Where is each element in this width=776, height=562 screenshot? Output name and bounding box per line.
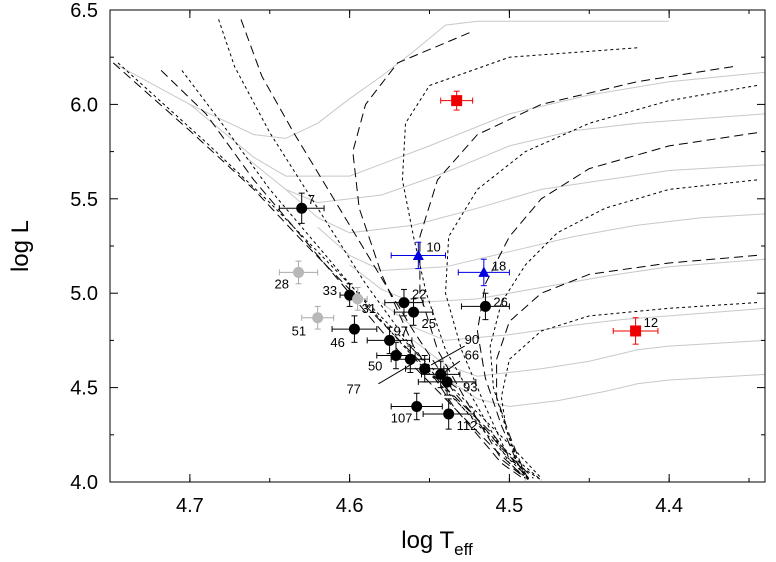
data-point-28: [293, 266, 305, 278]
isochrone-9: [444, 85, 758, 481]
callout-label-90: 90: [465, 332, 479, 347]
callout-line-77: [378, 362, 414, 385]
x-axis-label-sub: eff: [454, 540, 473, 559]
track-0: [112, 20, 670, 139]
data-point: [451, 95, 463, 107]
isochrone-8: [419, 66, 734, 479]
callout-label-77: 77: [346, 381, 360, 396]
point-label-22: 22: [412, 287, 426, 302]
point-label-112: 112: [457, 418, 478, 433]
data-markers: [293, 95, 642, 420]
data-point-112: [443, 408, 455, 420]
point-label-12: 12: [644, 315, 658, 330]
data-point-50: [390, 350, 402, 362]
data-point-26: [479, 300, 491, 312]
data-point: [404, 353, 416, 365]
x-axis-label: log Teff: [401, 527, 473, 559]
isochrone-1: [117, 62, 542, 479]
callout-line-66: [443, 360, 461, 373]
data-point-12: [630, 325, 642, 337]
point-label-10: 10: [426, 239, 440, 254]
isochrone-2: [160, 70, 526, 479]
track-3: [285, 164, 765, 234]
x-tick-label: 4.6: [336, 495, 364, 517]
isochrone-13: [500, 302, 758, 481]
point-label-7: 7: [308, 192, 315, 207]
callout-line-90: [430, 345, 465, 366]
isochrone-7: [401, 47, 638, 481]
point-label-31: 31: [362, 301, 376, 316]
callout-label-93: 93: [463, 379, 477, 394]
data-point-7: [296, 202, 308, 214]
y-tick-label: 5.0: [70, 283, 98, 305]
point-label-51: 51: [292, 324, 306, 339]
y-tick-label: 6.5: [70, 0, 98, 22]
x-tick-label: 4.4: [655, 495, 683, 517]
data-point-10: [412, 249, 424, 260]
isochrones: [112, 19, 758, 481]
data-point: [419, 363, 431, 375]
data-point-31: [352, 293, 364, 305]
point-label-107: 107: [391, 410, 413, 425]
x-axis-label-main: log T: [401, 527, 454, 554]
track-4: [317, 213, 765, 272]
evolutionary-tracks: [112, 20, 765, 408]
point-label-46: 46: [330, 335, 344, 350]
track-2: [245, 113, 765, 204]
data-point-18: [478, 266, 490, 277]
data-point: [441, 376, 453, 388]
point-label-25: 25: [422, 316, 436, 331]
axis-ticks: 4.7 4.6 4.5 4.4 4.0 4.5 5.0 5.5 6.0 6.5: [70, 0, 765, 517]
x-tick-label: 4.7: [176, 495, 204, 517]
track-7: [413, 339, 765, 377]
y-tick-label: 4.5: [70, 378, 98, 400]
y-tick-label: 4.0: [70, 472, 98, 494]
isochrone-10: [476, 132, 758, 479]
data-point-107: [411, 400, 423, 412]
isochrone-12: [496, 254, 758, 481]
point-label-33: 33: [323, 283, 337, 298]
callout-label-66: 66: [465, 347, 479, 362]
track-6: [381, 302, 765, 341]
y-axis-label: log L: [7, 220, 34, 272]
point-label-50: 50: [368, 359, 382, 374]
y-tick-label: 5.5: [70, 189, 98, 211]
data-point-51: [312, 312, 324, 324]
isochrone-4: [218, 19, 542, 481]
point-label-18: 18: [492, 258, 506, 273]
data-point: [435, 368, 447, 380]
data-point-46: [348, 323, 360, 335]
data-point-22: [398, 297, 410, 309]
y-tick-label: 6.0: [70, 94, 98, 116]
x-tick-label: 4.5: [495, 495, 523, 517]
isochrone-5: [240, 19, 534, 479]
data-point-25: [408, 306, 420, 318]
point-label-28: 28: [275, 276, 289, 291]
isochrone-6: [352, 32, 526, 481]
track-1: [189, 71, 765, 177]
data-point-97: [384, 334, 396, 346]
track-5: [349, 258, 765, 304]
point-label-26: 26: [493, 294, 507, 309]
point-label-97: 97: [394, 323, 408, 338]
